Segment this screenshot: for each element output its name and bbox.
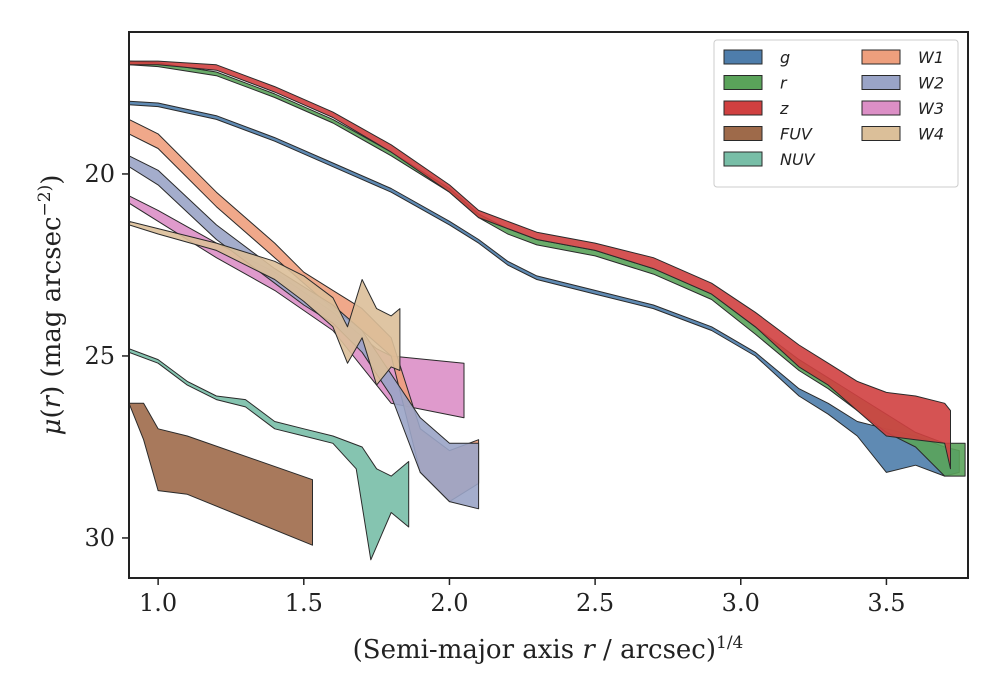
x-axis-label: (Semi-major axis r / arcsec)1/4 [353,633,744,665]
x-tick-label: 2.0 [430,589,468,617]
plot-frame [128,31,969,579]
legend-label-nuv: NUV [780,150,816,169]
legend-label-g: g [780,48,790,67]
legend-swatch-w1 [861,49,901,65]
x-tick-label: 1.5 [285,589,323,617]
legend-swatch-w4 [861,126,901,141]
x-tick-label: 2.5 [576,589,614,617]
legend-swatch-z [723,100,763,116]
x-tick-label: 3.5 [867,589,905,617]
legend-label-w2: W2 [918,74,944,93]
legend: grz FUV NUV W1 W2 W3 W4 [713,39,959,188]
legend-swatch-fuv [723,126,763,141]
legend-label-w1: W1 [918,48,944,67]
legend-swatch-nuv [723,151,763,167]
legend-label-w4: W4 [918,125,944,144]
band-fuv [129,402,313,546]
legend-swatch-r [723,75,763,90]
y-tick-label: 30 [84,524,115,552]
x-tick-label: 1.0 [139,589,177,617]
legend-label-z: z [779,99,789,118]
band-w4 [129,220,401,386]
series-layer [129,60,966,561]
x-axis-ticks: 1.0 1.5 2.0 2.5 3.0 3.5 [139,578,906,617]
y-tick-label: 25 [84,342,115,370]
legend-label-w3: W3 [918,99,944,118]
x-tick-label: 3.0 [722,589,760,617]
legend-swatch-w3 [861,100,901,116]
y-tick-label: 20 [84,160,115,188]
legend-label-r: r [780,74,788,93]
legend-swatch-w2 [861,75,901,90]
band-z [129,60,951,470]
y-axis-ticks: 20 25 30 [84,160,129,552]
legend-label-fuv: FUV [780,125,813,144]
legend-swatch-g [723,49,763,65]
band-nuv [129,348,410,561]
band-w3 [129,195,465,419]
y-axis-label: μ(r) (mag arcsec−2)) [35,175,67,436]
